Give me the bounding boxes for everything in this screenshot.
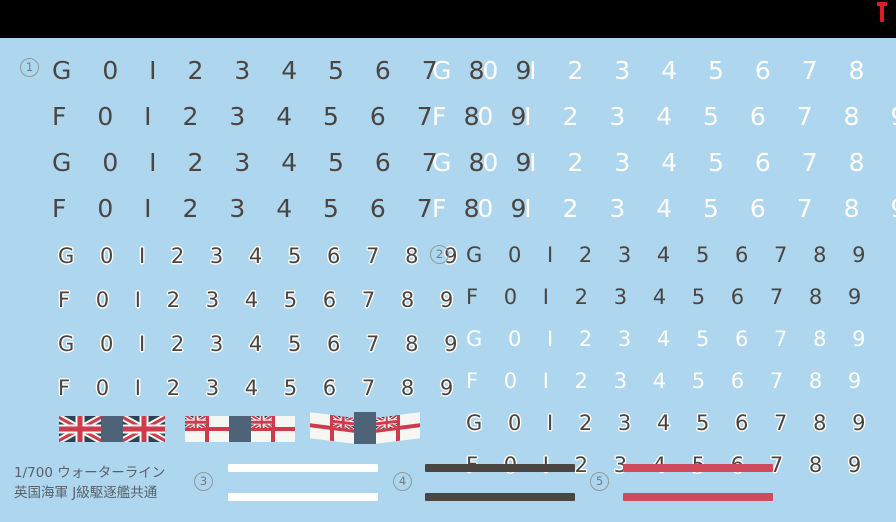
number-row-right-white-4[interactable]: F 0 I 2 3 4 5 6 7 8 9 xyxy=(432,194,896,223)
top-black-bar xyxy=(0,0,896,38)
caption-line-2: 英国海軍 J級駆逐艦共通 xyxy=(14,485,158,501)
union-jack-flag-right-icon xyxy=(123,416,165,442)
number-row-left-8[interactable]: F 0 I 2 3 4 5 6 7 8 9 xyxy=(58,376,463,400)
number-row-right-white-3[interactable]: G 0 I 2 3 4 5 6 7 8 9 xyxy=(432,148,896,177)
caption-line-1: 1/700 ウォーターライン xyxy=(14,465,166,481)
white-stripe-1[interactable] xyxy=(228,464,378,472)
flag-hoist-block xyxy=(354,412,376,444)
dark-stripe-1[interactable] xyxy=(425,464,575,472)
index-marker-1[interactable]: 1 xyxy=(20,58,39,77)
flag-white-ensign-pair[interactable] xyxy=(185,416,295,442)
number-row-right-white-1[interactable]: G 0 I 2 3 4 5 6 7 8 9 xyxy=(432,56,896,85)
caption-block: 1/700 ウォーターライン 英国海軍 J級駆逐艦共通 xyxy=(14,463,165,503)
index-marker-4[interactable]: 4 xyxy=(393,472,412,491)
number-row-left-2[interactable]: F 0 I 2 3 4 5 6 7 8 9 xyxy=(52,102,538,131)
index-marker-2-label: 2 xyxy=(435,247,444,261)
decal-sheet: 1 G 0 I 2 3 4 5 6 7 8 9 F 0 I 2 3 4 5 6 … xyxy=(0,38,896,522)
index-marker-5[interactable]: 5 xyxy=(590,472,609,491)
index-marker-4-label: 4 xyxy=(398,474,407,488)
number-row-left-1[interactable]: G 0 I 2 3 4 5 6 7 8 9 xyxy=(52,56,543,85)
number-row-left-4[interactable]: F 0 I 2 3 4 5 6 7 8 9 xyxy=(52,194,538,223)
union-jack-flag-left-icon xyxy=(59,416,101,442)
white-ensign-waving-left-icon xyxy=(310,412,354,444)
number-row-right-3[interactable]: G 0 I 2 3 4 5 6 7 8 9 xyxy=(466,327,875,351)
flag-union-jack-pair[interactable] xyxy=(59,416,165,442)
index-marker-3-label: 3 xyxy=(199,474,208,488)
number-row-right-4[interactable]: F 0 I 2 3 4 5 6 7 8 9 xyxy=(466,369,871,393)
number-row-right-2[interactable]: F 0 I 2 3 4 5 6 7 8 9 xyxy=(466,285,871,309)
white-ensign-waving-right-icon xyxy=(376,412,420,444)
number-row-left-5[interactable]: G 0 I 2 3 4 5 6 7 8 9 xyxy=(58,244,467,268)
white-ensign-flag-left-icon xyxy=(185,416,229,442)
number-row-right-5[interactable]: G 0 I 2 3 4 5 6 7 8 9 xyxy=(466,411,875,435)
index-marker-1-label: 1 xyxy=(25,60,34,74)
number-row-right-1[interactable]: G 0 I 2 3 4 5 6 7 8 9 xyxy=(466,243,875,267)
number-row-left-7[interactable]: G 0 I 2 3 4 5 6 7 8 9 xyxy=(58,332,467,356)
flag-hoist-block xyxy=(101,416,123,442)
index-marker-5-label: 5 xyxy=(595,474,604,488)
white-stripe-2[interactable] xyxy=(228,493,378,501)
red-stripe-1[interactable] xyxy=(623,464,773,472)
number-row-left-6[interactable]: F 0 I 2 3 4 5 6 7 8 9 xyxy=(58,288,463,312)
flag-hoist-block xyxy=(229,416,251,442)
number-row-right-white-2[interactable]: F 0 I 2 3 4 5 6 7 8 9 xyxy=(432,102,896,131)
index-marker-2[interactable]: 2 xyxy=(430,245,449,264)
number-row-left-3[interactable]: G 0 I 2 3 4 5 6 7 8 9 xyxy=(52,148,543,177)
red-stripe-2[interactable] xyxy=(623,493,773,501)
white-ensign-flag-right-icon xyxy=(251,416,295,442)
index-marker-3[interactable]: 3 xyxy=(194,472,213,491)
flag-white-ensign-waving-pair[interactable] xyxy=(310,412,420,444)
dark-stripe-2[interactable] xyxy=(425,493,575,501)
cursor-marker-icon xyxy=(877,2,887,22)
